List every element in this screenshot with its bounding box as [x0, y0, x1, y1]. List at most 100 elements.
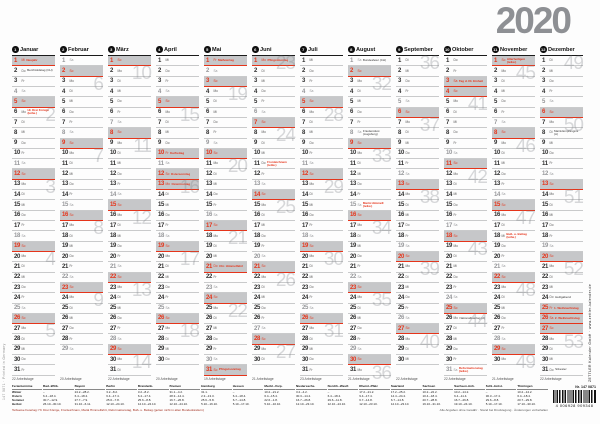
day-number: 18	[254, 232, 261, 239]
day-number: 17	[494, 222, 501, 229]
weekday-label: Do	[405, 223, 410, 228]
day-number: 27	[254, 325, 261, 332]
day-number: 24	[446, 294, 453, 301]
weekday-label: Mo	[261, 346, 266, 351]
day-cell: 27 Fr	[492, 324, 535, 335]
day-cell: 14 Sa	[108, 190, 151, 201]
weekday-label: Mi	[309, 58, 313, 63]
weekday-label: So	[405, 254, 410, 259]
day-cell: 17 So	[204, 221, 247, 232]
day-number: 8	[14, 129, 18, 136]
weekday-label: Di	[357, 161, 361, 166]
weekday-label: Fr	[405, 233, 409, 238]
weekday-label: Sa	[549, 171, 554, 176]
day-cell: 26 Do	[492, 314, 535, 325]
weekday-label: Di	[261, 212, 265, 217]
day-cell: 24 Fr	[300, 293, 343, 304]
day-number: 3	[14, 78, 18, 85]
weekday-label: Do	[117, 243, 122, 248]
day-cell: 24 Mi	[252, 293, 295, 304]
day-number: 16	[350, 212, 357, 219]
table-cell: 25.6.–7.8.	[106, 398, 120, 403]
day-cell: 13 So	[396, 179, 439, 191]
day-cell: 22 Sa	[60, 273, 103, 283]
day-cell: 9 Do	[156, 139, 199, 149]
day-cell: 14 Sa	[492, 190, 535, 201]
empty-day-slot	[60, 355, 103, 365]
weekday-label: Do	[453, 274, 458, 279]
weekday-label: Do	[309, 140, 314, 145]
weekday-label: Mo	[501, 285, 506, 290]
month-body: 1 So 2 Mo 3 Di 4 Mi 5 Do 6 Fr 7 Sa 8 So 9 Mo 10 Di 11 Mi 12 Do 1…	[108, 56, 151, 376]
day-cell: 8 Sa	[60, 128, 103, 139]
day-cell: 20 Fr	[108, 252, 151, 263]
weekday-label: So	[405, 109, 410, 114]
weekday-label: Mo	[213, 161, 218, 166]
day-number: 28	[254, 336, 261, 343]
day-cell: 23 Sa	[204, 283, 247, 294]
day-number: 13	[14, 181, 21, 188]
weekday-label: Mi	[405, 285, 409, 290]
weekday-label: Sa	[21, 89, 26, 94]
day-number: 19	[398, 243, 405, 250]
day-cell: 22 Fr	[204, 273, 247, 283]
weekday-label: Sa	[213, 140, 218, 145]
day-cell: 27 Do	[348, 324, 391, 335]
table-cell: 6.4.–18.4.	[74, 393, 88, 398]
weekday-label: So	[453, 89, 458, 94]
day-cell: 3 So	[204, 76, 247, 87]
day-cell: 11 So	[444, 159, 487, 170]
day-number: 13	[254, 181, 261, 188]
day-cell: 20 So	[540, 251, 583, 263]
day-number: 15	[446, 202, 453, 209]
holiday-note: Friedensfest (Augsburg)	[362, 129, 380, 136]
weekday-label: Di	[117, 223, 121, 228]
day-cell: 8 So	[492, 128, 535, 139]
table-cell: 6.4.–11.4.	[454, 393, 468, 398]
day-number: 12	[158, 171, 165, 178]
weekday-label: Sa	[549, 316, 554, 320]
day-number: 31	[110, 367, 117, 374]
holiday-note: Bundesfeier (CH)	[362, 59, 387, 63]
day-number: 20	[254, 253, 261, 260]
weekday-label: Sa	[165, 233, 170, 238]
day-number: 19	[14, 243, 21, 250]
weekday-label: Di	[309, 336, 313, 341]
weekday-label: So	[309, 316, 314, 320]
table-cell: 10.2.–22.2.	[422, 389, 438, 394]
day-cell: 6 Sa	[252, 108, 295, 118]
day-number: 9	[206, 140, 210, 147]
day-cell: 5 Sa	[396, 97, 439, 108]
year-title: 2020	[495, 0, 572, 41]
day-number: 25	[62, 305, 69, 312]
weekday-label: Di	[453, 326, 457, 331]
day-number: 21	[542, 263, 549, 270]
day-number: 3	[542, 78, 546, 85]
table-cell: 12.10.–23.10.	[390, 402, 410, 407]
day-cell: 17 Mo	[348, 221, 391, 232]
day-cell: 8 Di Mariä Empfängnis (A)	[540, 128, 583, 139]
table-header-cell: Schl.-Holst.	[485, 384, 517, 391]
day-cell: 21 Di	[156, 262, 199, 273]
holiday-note: Pfingstsonntag	[218, 368, 241, 372]
weekday-label: Do	[549, 367, 554, 372]
day-number: 15	[494, 202, 501, 209]
weekday-label: Fr	[117, 326, 121, 331]
weekday-label: So	[453, 233, 458, 238]
weekday-label: Sa	[261, 254, 266, 259]
weekday-label: Do	[21, 212, 26, 217]
table-cell: 6.4.–18.4.	[517, 393, 531, 398]
weekday-label: Di	[309, 192, 313, 197]
weekday-label: Sa	[405, 171, 410, 176]
day-cell: 8 Mi	[156, 128, 199, 139]
day-cell: 28 Do	[204, 334, 247, 345]
day-cell: 26 So	[156, 313, 199, 325]
weekday-label: Mo	[357, 295, 362, 300]
day-number: 20	[158, 253, 165, 260]
day-cell: 7 Mo	[540, 118, 583, 129]
weekday-label: Fr	[453, 68, 457, 73]
day-cell: 19 Do	[108, 242, 151, 252]
day-cell: 5 Do	[108, 97, 151, 108]
month-name: Dezember	[548, 46, 575, 53]
day-cell: 15 So	[492, 200, 535, 211]
